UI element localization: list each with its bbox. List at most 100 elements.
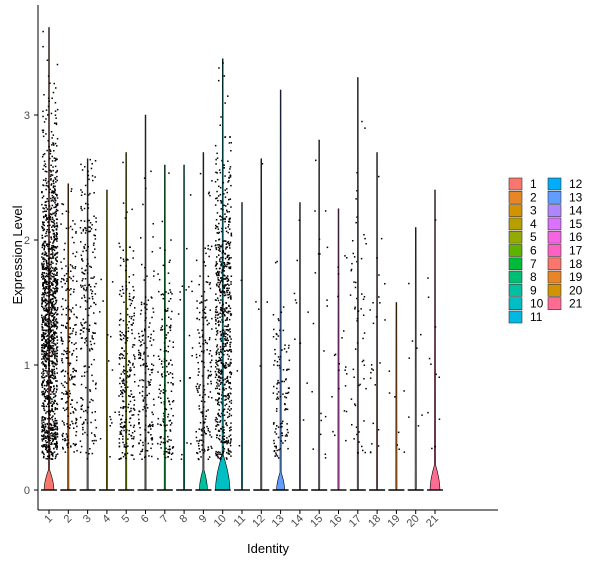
data-point: [221, 437, 224, 439]
data-point: [171, 376, 174, 379]
data-point: [67, 309, 69, 312]
data-point: [44, 276, 47, 278]
data-point: [230, 358, 232, 361]
y-axis-title: Expression Level: [10, 205, 25, 304]
data-point: [125, 410, 127, 412]
data-point: [48, 317, 50, 320]
data-point: [215, 171, 217, 174]
data-point: [356, 320, 358, 322]
data-point: [72, 220, 74, 222]
data-point: [51, 294, 53, 296]
data-point: [88, 284, 90, 287]
data-point: [41, 237, 44, 239]
data-point: [230, 313, 233, 315]
data-point: [54, 177, 56, 179]
data-point: [224, 213, 226, 215]
data-point: [65, 439, 67, 441]
data-point: [223, 438, 225, 440]
data-point: [161, 329, 164, 331]
data-point: [43, 260, 45, 263]
data-point: [362, 314, 365, 316]
data-point: [151, 455, 153, 458]
data-point: [139, 427, 141, 429]
data-point: [203, 430, 205, 432]
data-point: [44, 340, 47, 343]
data-point: [160, 397, 162, 399]
data-point: [53, 355, 56, 357]
data-point: [46, 243, 48, 245]
data-point: [51, 345, 53, 347]
data-point: [225, 248, 227, 250]
data-point: [125, 446, 127, 448]
data-point: [52, 262, 54, 264]
data-point: [51, 432, 53, 434]
data-point: [49, 319, 52, 322]
data-point: [43, 246, 46, 248]
data-point: [215, 362, 217, 364]
data-point: [140, 301, 143, 304]
data-point: [125, 389, 127, 391]
data-point: [54, 307, 56, 310]
data-point: [186, 442, 188, 444]
data-point: [188, 334, 191, 337]
data-point: [72, 367, 75, 370]
data-point: [95, 439, 97, 442]
data-point: [219, 316, 221, 318]
data-point: [299, 342, 302, 344]
data-point: [202, 343, 204, 345]
data-point: [222, 181, 225, 184]
data-point: [220, 362, 223, 364]
data-point: [228, 284, 230, 286]
data-point: [52, 180, 54, 183]
data-point: [169, 403, 171, 406]
violin-shape: [241, 202, 243, 491]
data-point: [420, 333, 422, 336]
data-point: [142, 441, 144, 444]
data-point: [162, 264, 165, 267]
data-point: [172, 341, 174, 343]
data-point: [53, 322, 55, 325]
data-point: [147, 299, 150, 301]
points-18: [369, 175, 386, 454]
data-point: [123, 382, 125, 385]
data-point: [92, 331, 94, 334]
data-point: [164, 346, 166, 349]
data-point: [43, 254, 45, 256]
data-point: [149, 384, 151, 386]
data-point: [45, 118, 47, 120]
data-point: [169, 327, 171, 329]
data-point: [76, 280, 78, 282]
data-point: [47, 75, 50, 77]
data-point: [54, 215, 57, 217]
data-point: [384, 283, 386, 285]
data-point: [230, 402, 233, 404]
data-point: [49, 149, 51, 151]
legend-item-15: 15: [547, 217, 583, 231]
data-point: [223, 265, 225, 267]
data-point: [220, 453, 222, 455]
data-point: [119, 358, 121, 360]
data-point: [160, 441, 163, 443]
data-point: [45, 232, 47, 235]
data-point: [120, 335, 122, 337]
data-point: [227, 242, 230, 245]
data-point: [82, 428, 84, 431]
points-13: [272, 260, 291, 459]
data-point: [51, 204, 54, 207]
data-point: [226, 188, 228, 190]
data-point: [119, 338, 122, 340]
data-point: [66, 322, 68, 324]
data-point: [144, 365, 147, 367]
data-point: [74, 443, 76, 446]
violin-12: [253, 158, 270, 491]
data-point: [277, 398, 280, 400]
data-point: [157, 273, 159, 275]
data-point: [54, 306, 56, 309]
data-point: [214, 227, 217, 230]
data-point: [51, 405, 54, 408]
data-point: [206, 323, 209, 326]
data-point: [217, 232, 220, 234]
data-point: [43, 287, 46, 290]
data-point: [51, 391, 53, 393]
data-point: [42, 368, 44, 370]
